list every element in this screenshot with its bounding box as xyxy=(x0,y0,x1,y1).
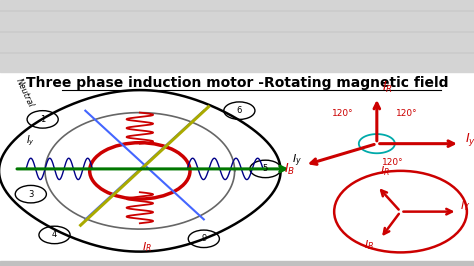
Text: $I_R$: $I_R$ xyxy=(382,80,392,95)
Text: 3: 3 xyxy=(28,190,34,199)
Text: $I_R$: $I_R$ xyxy=(142,240,152,254)
Text: $I_y$: $I_y$ xyxy=(26,134,35,148)
Text: 9: 9 xyxy=(201,234,207,243)
Text: 120°: 120° xyxy=(332,110,354,118)
Text: $I_R$: $I_R$ xyxy=(380,165,390,178)
Text: 120°: 120° xyxy=(396,110,418,118)
Text: $I_B$: $I_B$ xyxy=(283,162,295,177)
Text: 1920 x 1080px: 1920 x 1080px xyxy=(81,261,128,266)
Text: $I_y$: $I_y$ xyxy=(292,152,301,169)
Text: $I_y$: $I_y$ xyxy=(465,131,474,148)
Text: 120°: 120° xyxy=(382,158,403,167)
Text: 4: 4 xyxy=(52,230,57,239)
Text: Three phase induction motor -Rotating magnetic field: Three phase induction motor -Rotating ma… xyxy=(26,76,448,90)
Text: $I_B$: $I_B$ xyxy=(364,238,374,252)
Text: 5: 5 xyxy=(263,164,268,173)
Text: 1: 1 xyxy=(40,115,46,124)
Bar xyxy=(0,261,474,266)
Text: Neutral: Neutral xyxy=(14,77,36,109)
Text: 6: 6 xyxy=(237,106,242,115)
Text: $I_Y$: $I_Y$ xyxy=(460,200,470,214)
Bar xyxy=(0,0,474,72)
